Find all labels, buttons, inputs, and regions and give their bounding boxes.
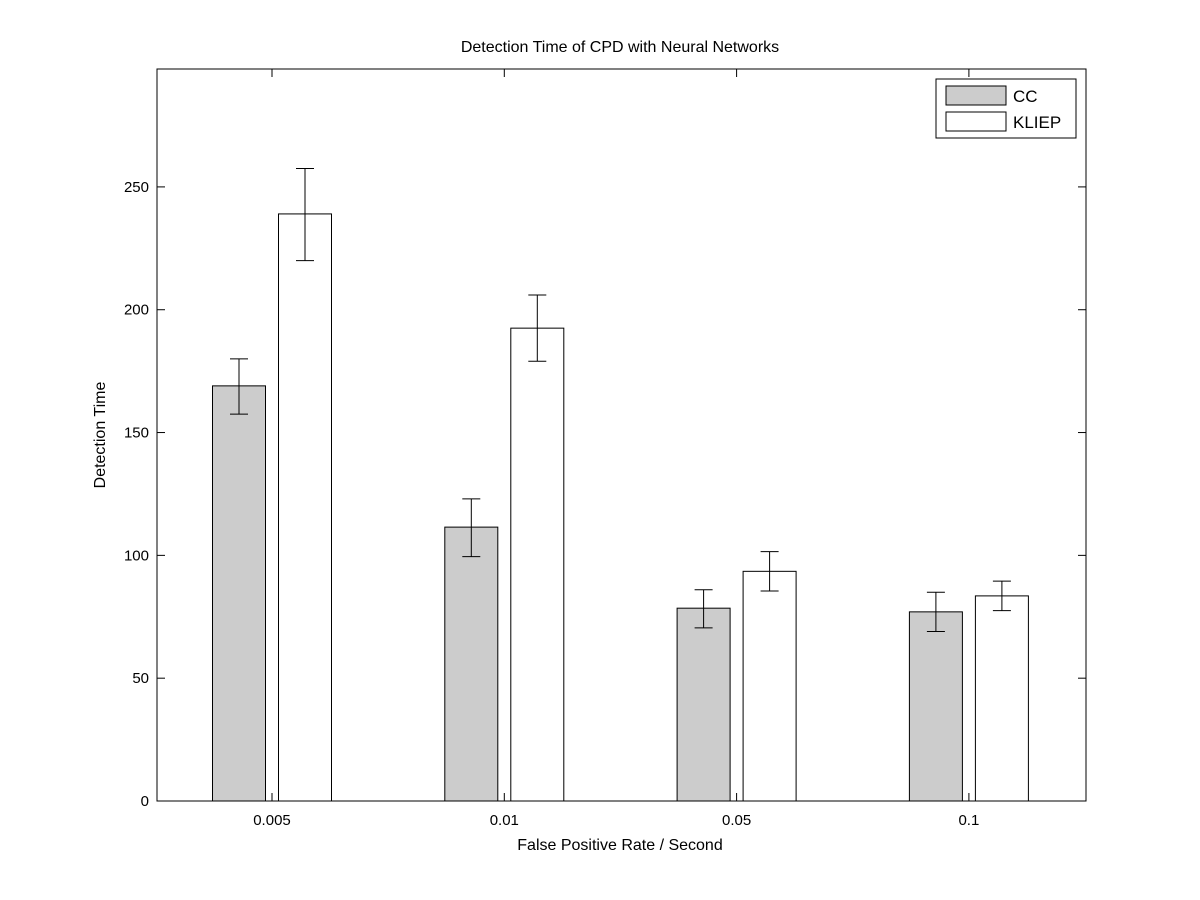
error-bar-kliep-0 [296, 167, 314, 262]
error-bar-cc-2 [694, 589, 713, 629]
legend: CC KLIEP [935, 78, 1077, 139]
y-axis-label: Detection Time [92, 382, 109, 489]
error-bar-kliep-3 [992, 580, 1011, 612]
chart-title: Detection Time of CPD with Neural Networ… [461, 39, 779, 56]
y-tick-label: 50 [132, 670, 149, 687]
bar-cc-3 [908, 611, 963, 802]
bar-cc-1 [444, 526, 499, 802]
error-bar-cc-0 [230, 358, 248, 415]
y-tick-label: 100 [124, 547, 149, 564]
x-tick-label: 0.005 [253, 812, 291, 829]
x-axis-label: False Positive Rate / Second [517, 837, 722, 854]
y-tick-label: 150 [124, 425, 149, 442]
error-bar-kliep-1 [528, 294, 547, 362]
legend-swatch-cc [945, 85, 1007, 106]
legend-label-kliep: KLIEP [1013, 113, 1061, 132]
bar-kliep-2 [742, 570, 797, 802]
axes-frame [156, 68, 1087, 802]
bar-cc-0 [212, 385, 266, 802]
legend-swatch-kliep [945, 111, 1007, 132]
error-bar-cc-1 [462, 498, 481, 558]
bar-kliep-0 [278, 213, 332, 802]
plot-area: 0 50 100 150 200 250 0.005 0.01 0.05 0.1 [124, 68, 1087, 829]
y-tick-label: 200 [124, 302, 149, 319]
x-tick-label: 0.01 [490, 812, 519, 829]
bar-kliep-1 [510, 327, 565, 802]
x-tick-label: 0.05 [722, 812, 751, 829]
error-bar-kliep-2 [760, 551, 779, 592]
error-bar-cc-3 [926, 591, 945, 633]
x-tick-label: 0.1 [958, 812, 979, 829]
bar-cc-2 [676, 607, 731, 802]
y-tick-label: 250 [124, 179, 149, 196]
y-tick-label: 0 [141, 793, 149, 810]
legend-label-cc: CC [1013, 87, 1038, 106]
bar-kliep-3 [974, 595, 1029, 802]
